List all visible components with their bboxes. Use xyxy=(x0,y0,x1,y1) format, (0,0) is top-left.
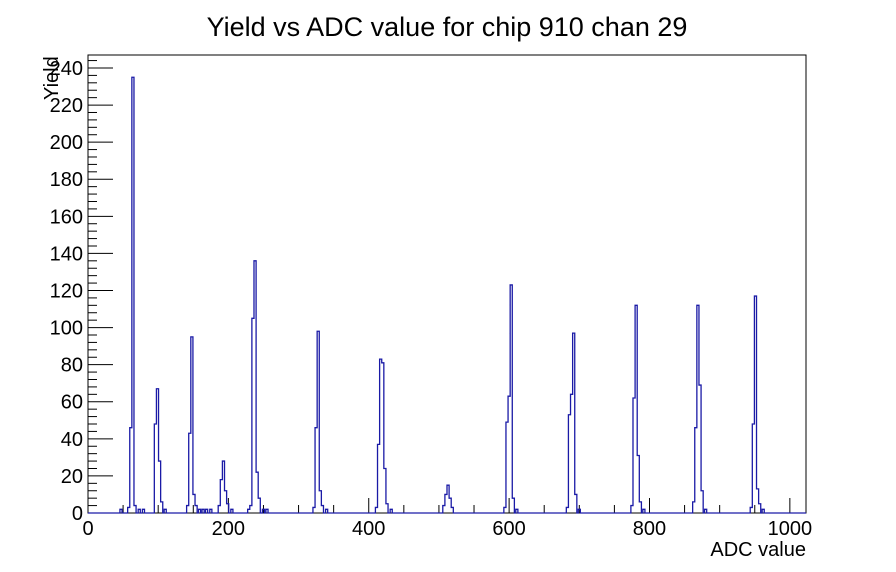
y-tick-label: 20 xyxy=(61,466,83,488)
y-tick-label: 80 xyxy=(61,355,83,377)
chart-title: Yield vs ADC value for chip 910 chan 29 xyxy=(207,12,688,42)
y-tick-label: 200 xyxy=(50,132,83,154)
x-tick-label: 800 xyxy=(633,518,666,540)
y-tick-label: 40 xyxy=(61,429,83,451)
y-tick-label: 60 xyxy=(61,392,83,414)
y-tick-label: 0 xyxy=(72,503,83,525)
x-tick-label: 200 xyxy=(212,518,245,540)
plot-frame xyxy=(87,54,807,514)
y-tick-label: 240 xyxy=(50,58,83,80)
y-tick-label: 120 xyxy=(50,280,83,302)
histogram-line xyxy=(88,76,806,514)
y-axis-title: Yield xyxy=(41,56,63,100)
x-tick-label: 0 xyxy=(82,518,93,540)
x-tick-label: 1000 xyxy=(768,518,813,540)
y-tick-label: 140 xyxy=(50,243,83,265)
y-tick-label: 180 xyxy=(50,169,83,191)
x-axis-title: ADC value xyxy=(710,539,806,561)
x-tick-label: 600 xyxy=(492,518,525,540)
x-tick-label: 400 xyxy=(352,518,385,540)
y-tick-label: 220 xyxy=(50,95,83,117)
plot-area: 0 200 400 600 800 1000 0 20 40 60 80 100 120 140 160 18… xyxy=(50,54,813,540)
y-tick-label: 100 xyxy=(50,318,83,340)
y-tick-label: 160 xyxy=(50,206,83,228)
